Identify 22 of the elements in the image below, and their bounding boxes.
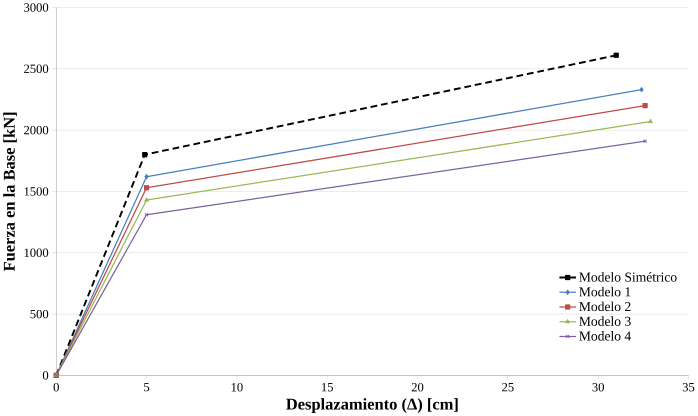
legend-label: Modelo 3 [579, 316, 631, 326]
legend-label: Modelo 2 [579, 301, 630, 312]
x-tick-label: 0 [54, 382, 59, 392]
x-tick-label: 10 [232, 382, 243, 392]
x-tick-label: 5 [144, 382, 150, 392]
y-axis-title: Fuerza en la Base [kN] [3, 112, 17, 272]
legend-label: Modelo Simétrico [579, 272, 677, 282]
x-tick-label: 25 [502, 382, 514, 392]
legend-label: Modelo 4 [579, 330, 631, 340]
y-tick-label: 0 [42, 371, 48, 380]
y-tick-label: 2500 [24, 64, 48, 73]
y-tick-label: 1500 [24, 187, 48, 196]
legend-label: Modelo 1 [579, 286, 630, 296]
x-tick-label: 30 [592, 382, 604, 392]
x-tick-label: 15 [322, 382, 333, 392]
y-tick-label: 2000 [24, 126, 48, 134]
y-tick-label: 1000 [24, 248, 48, 257]
y-tick-label: 3000 [24, 3, 48, 12]
y-tick-label: 500 [30, 310, 48, 318]
x-tick-label: 20 [412, 382, 424, 392]
x-axis-title: Desplazamiento (Δ) [cm] [286, 398, 458, 413]
x-tick-label: 35 [682, 382, 694, 392]
